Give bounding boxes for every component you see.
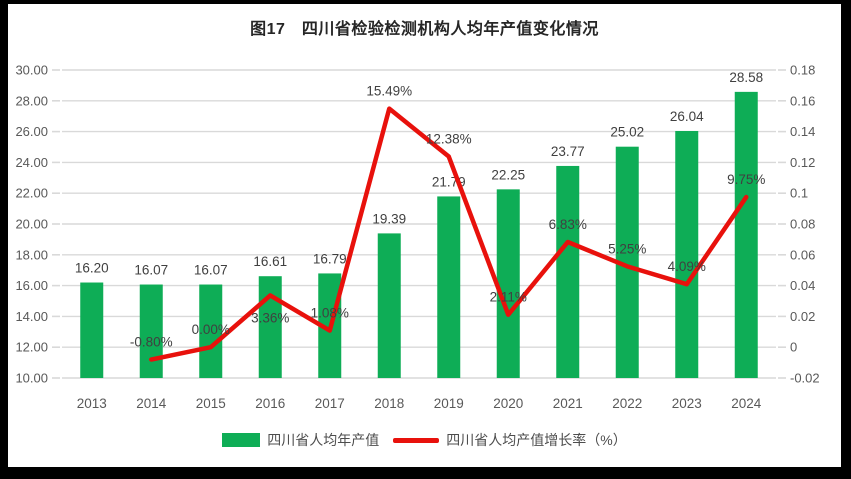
- x-axis-label: 2015: [196, 396, 226, 411]
- legend-label-bar-series: 四川省人均年产值: [267, 432, 380, 448]
- trend-line: [149, 106, 749, 362]
- x-axis-label: 2021: [553, 396, 583, 411]
- bar-value-label: 22.25: [491, 167, 525, 182]
- right-axis-tick-label: 0.14: [790, 124, 815, 139]
- x-axis-label: 2016: [255, 396, 285, 411]
- bar-value-label: 26.04: [670, 109, 704, 124]
- left-axis-tick-label: 26.00: [15, 124, 48, 139]
- left-axis-tick-label: 12.00: [15, 340, 48, 355]
- line-value-label: 2.11%: [490, 290, 527, 305]
- left-axis-tick-label: 22.00: [15, 186, 48, 201]
- left-axis-tick-label: 16.00: [15, 278, 48, 293]
- chart-title: 图17 四川省检验检测机构人均年产值变化情况: [250, 21, 599, 38]
- left-axis-tick-label: 18.00: [15, 247, 48, 262]
- x-axis-label: 2024: [731, 396, 762, 411]
- bar-value-label: 19.39: [372, 211, 406, 226]
- bar: [199, 284, 223, 378]
- legend: 四川省人均年产值 四川省人均产值增长率（%）: [8, 430, 841, 450]
- legend-label-line-series: 四川省人均产值增长率（%）: [446, 432, 627, 448]
- bar: [437, 196, 461, 378]
- bar: [377, 233, 401, 378]
- x-axis-label: 2022: [612, 396, 642, 411]
- bar: [556, 165, 580, 378]
- left-axis-tick-label: 10.00: [15, 371, 48, 386]
- right-axis-tick-label: 0.1: [790, 186, 808, 201]
- bar: [496, 189, 520, 378]
- line-value-label: 9.75%: [727, 172, 765, 187]
- bar-value-label: 16.07: [134, 263, 168, 278]
- x-axis-label: 2013: [77, 396, 107, 411]
- x-axis-label: 2014: [136, 396, 167, 411]
- legend-item-line-series: 四川省人均产值增长率（%）: [393, 430, 627, 450]
- bar: [258, 276, 282, 378]
- line-value-label: 1.08%: [311, 306, 349, 321]
- right-axis-tick-label: 0.02: [790, 309, 815, 324]
- bar-value-label: 28.58: [729, 70, 763, 85]
- x-axis-label: 2023: [672, 396, 702, 411]
- chart-canvas: 30.00 28.00 26.00 24.00 22.00 20.00 18.00 16.00…: [15, 63, 820, 412]
- bar: [80, 282, 104, 378]
- bar-value-label: 16.07: [194, 263, 228, 278]
- bar: [734, 91, 758, 379]
- right-axis-tick-label: 0: [790, 340, 797, 355]
- bar-value-label: 16.20: [75, 261, 109, 276]
- right-axis-tick-label: 0.04: [790, 278, 815, 293]
- line-value-label: 0.00%: [192, 322, 230, 337]
- bar: [675, 130, 699, 378]
- x-axis-label: 2018: [374, 396, 404, 411]
- right-axis-tick-label: 0.08: [790, 217, 815, 232]
- bar-value-label: 16.61: [253, 254, 287, 269]
- line-value-label: 12.38%: [426, 132, 472, 147]
- bar-value-label: 25.02: [610, 125, 644, 140]
- line-value-label: 4.09%: [668, 259, 706, 274]
- right-axis-tick-label: 0.18: [790, 63, 815, 78]
- left-axis-tick-label: 20.00: [15, 217, 48, 232]
- x-axis-label: 2019: [434, 396, 464, 411]
- line-value-label: 3.36%: [251, 310, 289, 325]
- line-value-label: -0.80%: [130, 335, 173, 350]
- right-axis-tick-label: 0.12: [790, 155, 815, 170]
- line-value-label: 15.49%: [366, 84, 412, 99]
- right-axis-tick-label: 0.16: [790, 93, 815, 108]
- bar-series-swatch-icon: [222, 433, 261, 447]
- right-axis-tick-label: 0.06: [790, 247, 815, 262]
- line-series-swatch-icon: [393, 437, 440, 443]
- bar: [615, 146, 639, 378]
- line-value-label: 6.83%: [549, 217, 587, 232]
- left-axis-tick-label: 24.00: [15, 155, 48, 170]
- left-axis-tick-label: 28.00: [15, 93, 48, 108]
- x-axis-label: 2020: [493, 396, 523, 411]
- left-axis-tick-label: 30.00: [15, 63, 48, 78]
- bar-value-label: 16.79: [313, 251, 347, 266]
- bar-value-label: 23.77: [551, 144, 585, 159]
- left-axis-tick-label: 14.00: [15, 309, 48, 324]
- bar: [139, 284, 163, 378]
- x-axis-label: 2017: [315, 396, 345, 411]
- right-axis-tick-label: -0.02: [790, 371, 820, 386]
- line-value-label: 5.25%: [608, 241, 646, 256]
- legend-item-bar-series: 四川省人均年产值: [222, 430, 379, 450]
